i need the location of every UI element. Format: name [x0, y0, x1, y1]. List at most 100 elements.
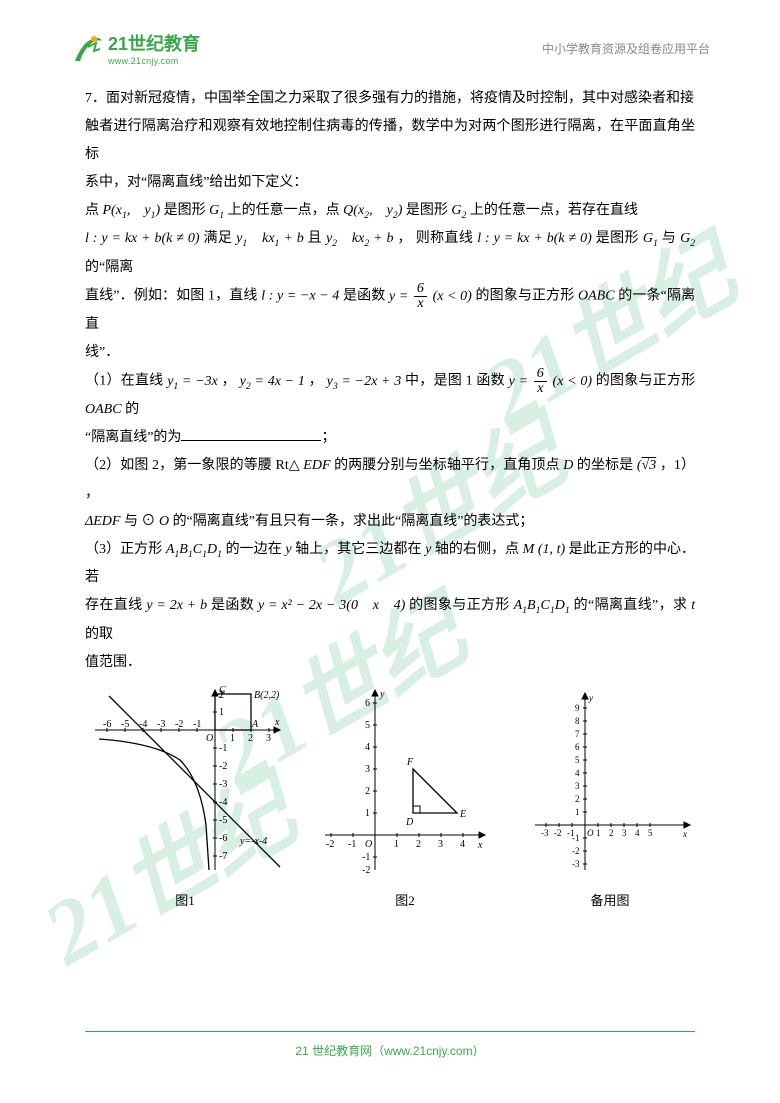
- svg-text:x: x: [682, 829, 687, 839]
- math: G1: [209, 203, 224, 218]
- text: 触者进行隔离治疗和观察有效地控制住病毒的传播，数学中为对两个图形进行隔离，在平面…: [85, 113, 695, 169]
- logo: 21世纪教育 www.21cnjy.com: [70, 30, 200, 66]
- math: OABC: [85, 402, 122, 417]
- svg-text:3: 3: [365, 764, 370, 775]
- text: ，1）: [660, 458, 695, 473]
- text: 的图象与正方形: [475, 289, 574, 304]
- svg-text:-7: -7: [219, 851, 227, 862]
- math: (√3: [637, 458, 656, 473]
- svg-text:4: 4: [575, 768, 580, 778]
- math: y: [425, 542, 431, 557]
- svg-text:2: 2: [575, 794, 580, 804]
- svg-text:-2: -2: [326, 839, 334, 850]
- svg-text:C: C: [219, 685, 226, 696]
- fill-blank[interactable]: [181, 427, 321, 441]
- figure-1: -6 -5 -4 -3 -2 -1 1 2 3 1 2 -1: [85, 685, 285, 914]
- svg-text:4: 4: [635, 828, 640, 838]
- math: y2 = 4x − 1: [240, 374, 305, 389]
- figure-label: 备用图: [525, 888, 695, 914]
- svg-text:y: y: [379, 689, 385, 700]
- svg-text:-3: -3: [572, 859, 580, 869]
- math: OABC: [578, 289, 615, 304]
- svg-text:-5: -5: [219, 815, 227, 826]
- math: D: [563, 458, 573, 473]
- svg-text:3: 3: [575, 781, 580, 791]
- math: t: [691, 598, 695, 613]
- svg-text:O: O: [587, 828, 594, 838]
- math: O: [159, 514, 169, 529]
- figure-label: 图1: [85, 888, 285, 914]
- math: y1 kx1 + b: [236, 231, 304, 246]
- math: A1B1C1D1: [514, 598, 570, 613]
- math: y1 = −3x: [167, 374, 218, 389]
- text: 的“隔离直线”，求: [574, 598, 688, 613]
- text: 的两腰分别与坐标轴平行，直角顶点: [334, 458, 560, 473]
- text: 的一边在: [226, 542, 282, 557]
- text: 是图形: [596, 231, 639, 246]
- svg-text:-3: -3: [541, 828, 549, 838]
- logo-runner-icon: [70, 33, 104, 63]
- text: 的图象与正方形: [409, 598, 510, 613]
- svg-text:-3: -3: [219, 779, 227, 790]
- text: 轴的右侧，点: [435, 542, 519, 557]
- math: Q(x2, y2): [343, 203, 402, 218]
- text: 点: [85, 203, 99, 218]
- text: 满足: [203, 231, 232, 246]
- text: ，: [309, 374, 323, 389]
- text: ；: [321, 430, 335, 445]
- svg-text:-6: -6: [103, 719, 111, 730]
- svg-text:-2: -2: [175, 719, 183, 730]
- text: 的“隔离: [85, 260, 133, 275]
- header-subtitle: 中小学教育资源及组卷应用平台: [542, 40, 710, 57]
- math: P(x1, y1): [103, 203, 161, 218]
- svg-text:4: 4: [365, 742, 370, 753]
- math: y2 kx2 + b: [326, 231, 394, 246]
- svg-text:3: 3: [266, 733, 271, 744]
- text: 线”．: [85, 339, 695, 367]
- text: 的“隔离直线”有且只有一条，求出此“隔离直线”的表达式；: [173, 514, 534, 529]
- math: M (1, t): [523, 542, 565, 557]
- svg-text:-3: -3: [157, 719, 165, 730]
- text: 上的任意一点，若存在直线: [470, 203, 638, 218]
- svg-text:6: 6: [365, 698, 370, 709]
- svg-text:4: 4: [460, 839, 465, 850]
- svg-text:-2: -2: [219, 761, 227, 772]
- text: 的坐标是: [577, 458, 633, 473]
- svg-text:E: E: [459, 809, 466, 820]
- svg-text:-2: -2: [362, 865, 370, 875]
- svg-text:1: 1: [596, 828, 601, 838]
- math: G2: [451, 203, 466, 218]
- svg-text:8: 8: [575, 716, 580, 726]
- svg-text:3: 3: [622, 828, 627, 838]
- svg-text:9: 9: [575, 703, 580, 713]
- svg-text:2: 2: [416, 839, 421, 850]
- svg-text:5: 5: [365, 720, 370, 731]
- math: y = 2x + b: [146, 598, 207, 613]
- math: l : y = −x − 4: [261, 289, 339, 304]
- svg-text:3: 3: [438, 839, 443, 850]
- text: 中，是图 1 函数: [405, 374, 505, 389]
- text: 上的任意一点，点: [228, 203, 340, 218]
- svg-text:A: A: [251, 719, 259, 730]
- math: y = 6x (x < 0): [509, 374, 596, 389]
- svg-text:D: D: [405, 817, 414, 828]
- logo-text: 21世纪教育: [108, 30, 200, 56]
- text: （2）如图 2，第一象限的等腰 Rt△: [85, 458, 300, 473]
- svg-text:-6: -6: [219, 833, 227, 844]
- page-footer: 21 世纪教育网（www.21cnjy.com）: [0, 1031, 780, 1059]
- svg-text:B(2,2): B(2,2): [254, 690, 280, 701]
- text: ，: [85, 486, 99, 501]
- svg-text:F: F: [406, 757, 414, 768]
- text: 且: [308, 231, 322, 246]
- math: l : y = kx + b(k ≠ 0): [85, 231, 200, 246]
- figures-row: -6 -5 -4 -3 -2 -1 1 2 3 1 2 -1: [85, 685, 695, 914]
- problem-number: 7．: [85, 91, 106, 106]
- text: 与 ⊙: [124, 514, 156, 529]
- text: 与: [662, 231, 676, 246]
- math: ΔEDF: [85, 514, 120, 529]
- footer-text: 21 世纪教育网（: [295, 1044, 384, 1058]
- svg-text:1: 1: [230, 733, 235, 744]
- svg-text:-5: -5: [121, 719, 129, 730]
- math: y = x² − 2x − 3(0 x 4): [258, 598, 405, 613]
- text: 是函数: [211, 598, 254, 613]
